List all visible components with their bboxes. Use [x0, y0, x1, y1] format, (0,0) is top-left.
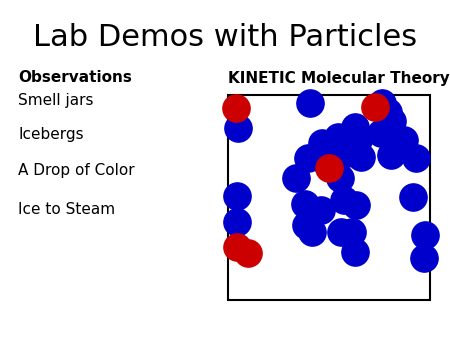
Point	[325, 165, 333, 171]
Text: Icebergs: Icebergs	[18, 127, 84, 143]
Text: Lab Demos with Particles: Lab Demos with Particles	[33, 24, 417, 52]
Point	[412, 155, 419, 161]
Point	[308, 229, 315, 235]
Point	[322, 159, 329, 165]
Point	[348, 229, 356, 235]
Point	[319, 140, 326, 146]
Point	[306, 100, 314, 106]
Point	[340, 197, 347, 203]
Point	[371, 104, 378, 110]
Text: KINETIC Molecular Theory: KINETIC Molecular Theory	[228, 71, 450, 86]
Point	[304, 155, 311, 161]
Point	[244, 250, 252, 256]
Point	[384, 109, 392, 115]
Point	[421, 232, 428, 238]
Point	[317, 207, 324, 213]
Point	[343, 150, 351, 156]
Point	[338, 229, 345, 235]
Point	[351, 124, 359, 130]
Point	[388, 118, 396, 124]
Point	[351, 249, 359, 255]
Point	[232, 105, 239, 111]
Point	[378, 100, 386, 106]
Point	[234, 219, 241, 225]
Point	[400, 137, 408, 143]
Point	[234, 193, 241, 199]
Text: Ice to Steam: Ice to Steam	[18, 202, 115, 217]
Point	[355, 137, 362, 143]
Point	[410, 194, 417, 200]
Point	[302, 201, 309, 207]
Text: Smell jars: Smell jars	[18, 93, 94, 107]
Bar	[228, 95, 430, 300]
Point	[387, 152, 395, 158]
Point	[234, 125, 242, 131]
Point	[234, 244, 241, 250]
Point	[302, 222, 310, 228]
Point	[292, 175, 300, 181]
Point	[352, 202, 360, 208]
Point	[337, 175, 344, 181]
Point	[334, 134, 342, 140]
Text: Observations: Observations	[18, 71, 132, 86]
Point	[378, 130, 385, 136]
Point	[420, 255, 427, 261]
Point	[357, 154, 364, 160]
Text: A Drop of Color: A Drop of Color	[18, 163, 135, 177]
